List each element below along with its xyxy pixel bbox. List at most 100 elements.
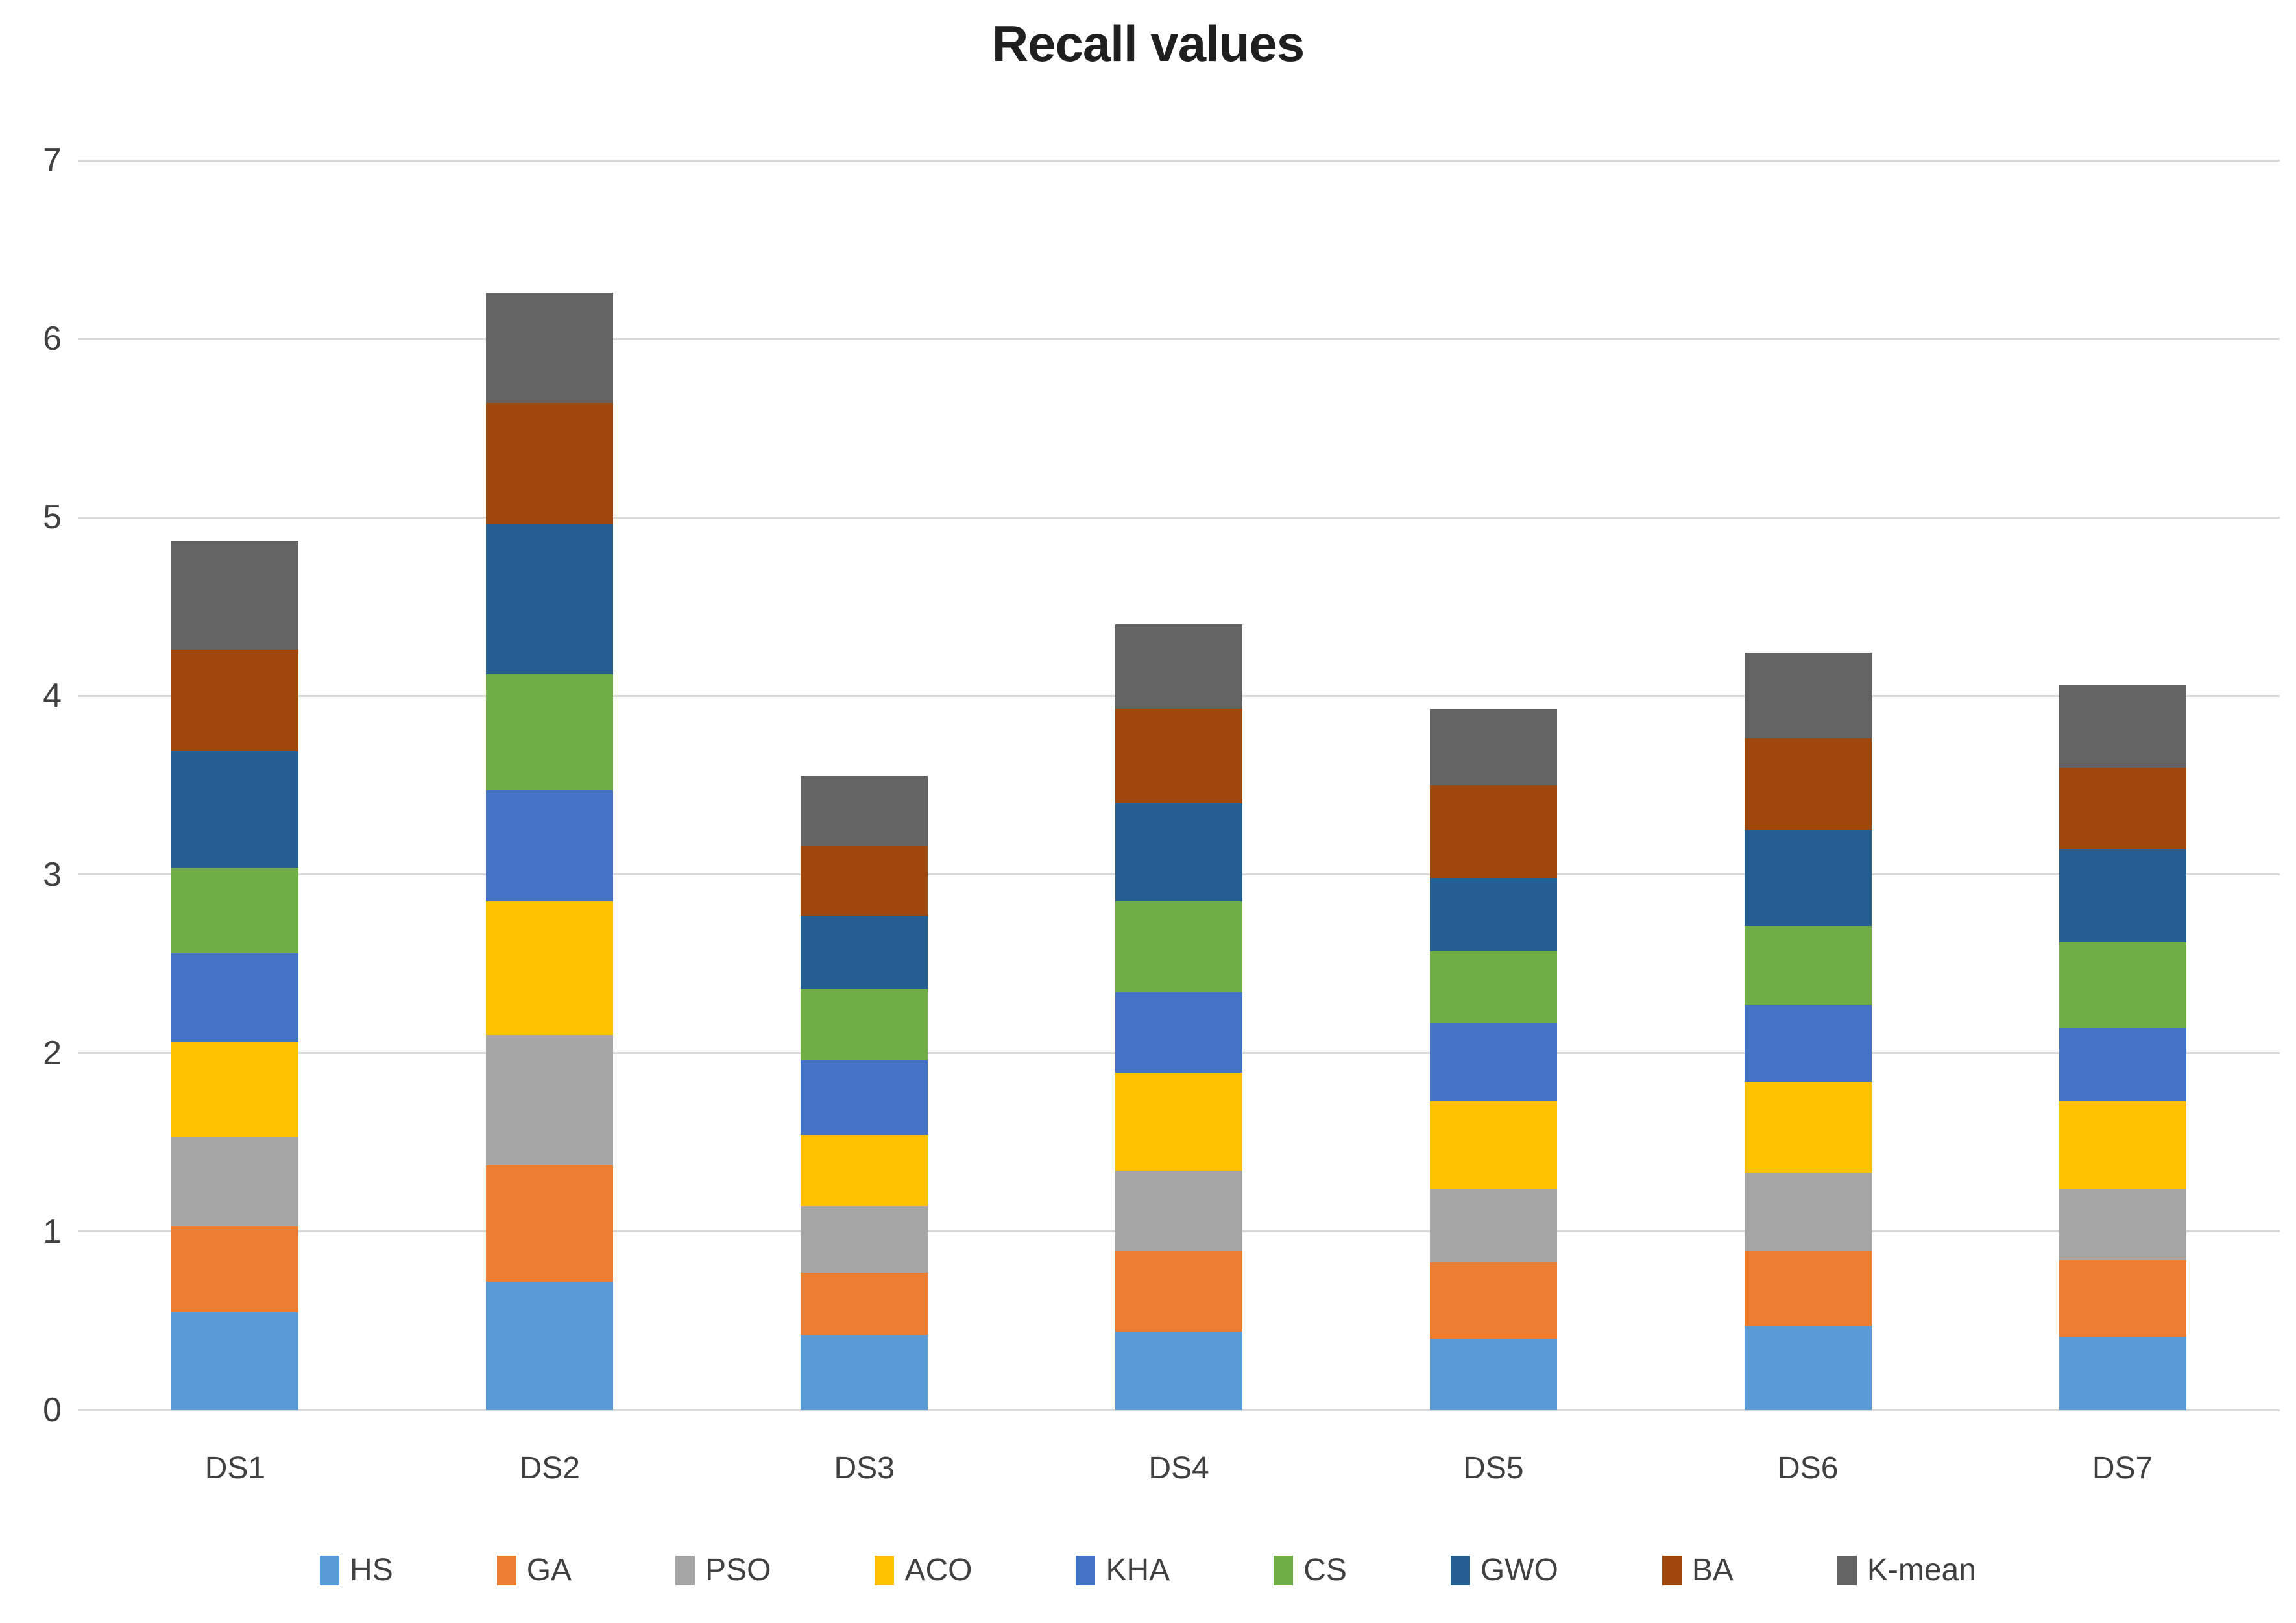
bar-segment-HS-DS3 bbox=[801, 1335, 928, 1410]
bar-segment-HS-DS6 bbox=[1744, 1326, 1872, 1410]
bar-segment-PSO-DS3 bbox=[801, 1206, 928, 1273]
gridline-y-7 bbox=[78, 159, 2280, 162]
bar-segment-PSO-DS2 bbox=[486, 1035, 614, 1166]
legend-label-PSO: PSO bbox=[705, 1553, 771, 1587]
bar-segment-GWO-DS3 bbox=[801, 915, 928, 989]
bar-segment-K-mean-DS5 bbox=[1429, 708, 1557, 785]
bar-stack-DS5 bbox=[1429, 708, 1557, 1410]
bar-segment-GWO-DS4 bbox=[1115, 803, 1242, 901]
legend-item-HS: HS bbox=[320, 1552, 393, 1588]
x-tick-label-DS7: DS7 bbox=[2092, 1451, 2153, 1485]
bar-segment-ACO-DS3 bbox=[801, 1135, 928, 1207]
bar-segment-K-mean-DS6 bbox=[1744, 653, 1872, 739]
legend-item-GA: GA bbox=[496, 1552, 572, 1588]
legend: HS GA PSO ACO KHA CS GWO BA K-mean bbox=[0, 1552, 2296, 1588]
bar-segment-GWO-DS1 bbox=[171, 751, 299, 868]
bar-segment-K-mean-DS3 bbox=[801, 776, 928, 846]
bar-segment-KHA-DS6 bbox=[1744, 1005, 1872, 1082]
bar-segment-K-mean-DS1 bbox=[171, 541, 299, 650]
gridline-y-0 bbox=[78, 1409, 2280, 1411]
bar-segment-PSO-DS7 bbox=[2059, 1188, 2186, 1260]
legend-item-GWO: GWO bbox=[1450, 1552, 1558, 1588]
bar-stack-DS1 bbox=[171, 541, 299, 1410]
bar-segment-GA-DS2 bbox=[486, 1165, 614, 1282]
bar-stack-DS6 bbox=[1744, 653, 1872, 1410]
bar-segment-GA-DS6 bbox=[1744, 1251, 1872, 1326]
legend-swatch-K-mean bbox=[1837, 1555, 1857, 1585]
bar-segment-GWO-DS7 bbox=[2059, 849, 2186, 943]
bar-segment-GA-DS1 bbox=[171, 1226, 299, 1312]
legend-swatch-PSO bbox=[675, 1555, 695, 1585]
bar-segment-BA-DS7 bbox=[2059, 767, 2186, 850]
legend-item-K-mean: K-mean bbox=[1837, 1552, 1976, 1588]
y-tick-label-6: 6 bbox=[43, 320, 62, 358]
bar-segment-HS-DS4 bbox=[1115, 1331, 1242, 1410]
bar-segment-KHA-DS4 bbox=[1115, 992, 1242, 1073]
legend-label-GA: GA bbox=[526, 1553, 572, 1587]
bar-segment-PSO-DS5 bbox=[1429, 1188, 1557, 1262]
bar-segment-BA-DS4 bbox=[1115, 708, 1242, 803]
bar-segment-ACO-DS1 bbox=[171, 1042, 299, 1138]
legend-label-KHA: KHA bbox=[1106, 1553, 1170, 1587]
legend-swatch-HS bbox=[320, 1555, 340, 1585]
legend-label-K-mean: K-mean bbox=[1867, 1553, 1976, 1587]
bar-stack-DS2 bbox=[486, 292, 614, 1410]
bar-segment-ACO-DS7 bbox=[2059, 1101, 2186, 1189]
bar-segment-CS-DS4 bbox=[1115, 901, 1242, 993]
bar-segment-K-mean-DS2 bbox=[486, 292, 614, 404]
x-tick-label-DS2: DS2 bbox=[519, 1451, 580, 1485]
bar-segment-CS-DS6 bbox=[1744, 926, 1872, 1005]
chart-title: Recall values bbox=[991, 15, 1305, 72]
bar-stack-DS4 bbox=[1115, 624, 1242, 1410]
legend-label-GWO: GWO bbox=[1480, 1553, 1558, 1587]
x-tick-label-DS3: DS3 bbox=[834, 1451, 895, 1485]
legend-item-PSO: PSO bbox=[675, 1552, 771, 1588]
gridline-y-5 bbox=[78, 516, 2280, 519]
bar-segment-GA-DS7 bbox=[2059, 1260, 2186, 1337]
bar-segment-CS-DS3 bbox=[801, 988, 928, 1060]
legend-item-CS: CS bbox=[1274, 1552, 1347, 1588]
legend-swatch-KHA bbox=[1076, 1555, 1096, 1585]
plot-area bbox=[78, 159, 2280, 1411]
bar-segment-PSO-DS1 bbox=[171, 1137, 299, 1226]
bar-segment-GA-DS4 bbox=[1115, 1251, 1242, 1332]
bar-segment-ACO-DS2 bbox=[486, 901, 614, 1036]
y-tick-label-4: 4 bbox=[43, 677, 62, 715]
bar-segment-ACO-DS5 bbox=[1429, 1101, 1557, 1189]
bar-segment-GA-DS5 bbox=[1429, 1262, 1557, 1339]
bar-segment-KHA-DS1 bbox=[171, 953, 299, 1043]
bar-segment-GWO-DS5 bbox=[1429, 878, 1557, 951]
bar-segment-HS-DS2 bbox=[486, 1281, 614, 1410]
bar-segment-KHA-DS7 bbox=[2059, 1028, 2186, 1102]
bar-segment-K-mean-DS7 bbox=[2059, 685, 2186, 768]
legend-item-ACO: ACO bbox=[875, 1552, 972, 1588]
bar-segment-K-mean-DS4 bbox=[1115, 624, 1242, 709]
bar-segment-KHA-DS3 bbox=[801, 1060, 928, 1136]
bar-segment-PSO-DS4 bbox=[1115, 1171, 1242, 1252]
bar-segment-BA-DS2 bbox=[486, 403, 614, 525]
legend-item-BA: BA bbox=[1662, 1552, 1734, 1588]
bar-segment-ACO-DS6 bbox=[1744, 1081, 1872, 1173]
bar-segment-CS-DS1 bbox=[171, 867, 299, 953]
y-tick-label-1: 1 bbox=[43, 1212, 62, 1251]
bar-segment-CS-DS7 bbox=[2059, 942, 2186, 1029]
y-tick-label-7: 7 bbox=[43, 141, 62, 179]
legend-swatch-ACO bbox=[875, 1555, 895, 1585]
legend-swatch-GWO bbox=[1450, 1555, 1470, 1585]
legend-swatch-GA bbox=[496, 1555, 516, 1585]
y-tick-label-2: 2 bbox=[43, 1034, 62, 1072]
bar-stack-DS3 bbox=[801, 776, 928, 1410]
bar-segment-HS-DS1 bbox=[171, 1312, 299, 1410]
bar-segment-BA-DS1 bbox=[171, 649, 299, 751]
gridline-y-6 bbox=[78, 337, 2280, 340]
bar-segment-GWO-DS2 bbox=[486, 524, 614, 675]
bar-segment-BA-DS6 bbox=[1744, 738, 1872, 830]
legend-label-ACO: ACO bbox=[904, 1553, 973, 1587]
bar-segment-PSO-DS6 bbox=[1744, 1173, 1872, 1252]
legend-label-BA: BA bbox=[1691, 1553, 1734, 1587]
bar-segment-ACO-DS4 bbox=[1115, 1072, 1242, 1171]
legend-swatch-CS bbox=[1274, 1555, 1294, 1585]
bar-segment-CS-DS2 bbox=[486, 674, 614, 791]
bar-segment-BA-DS5 bbox=[1429, 785, 1557, 879]
x-tick-label-DS5: DS5 bbox=[1463, 1451, 1524, 1485]
